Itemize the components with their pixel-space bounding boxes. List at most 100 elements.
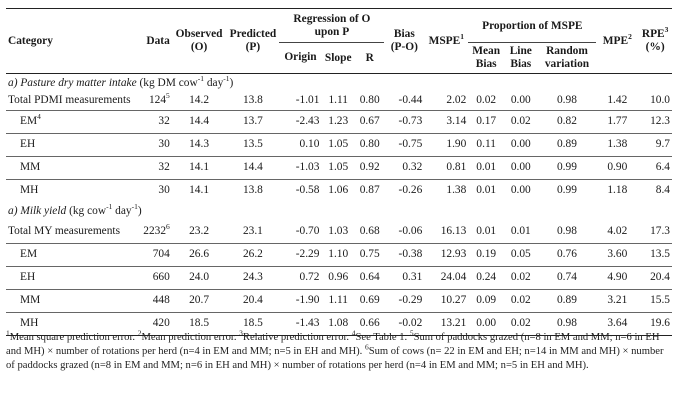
cell-observed: 20.7: [171, 289, 227, 313]
cell-observed: 26.6: [171, 243, 227, 267]
cell-slope: 1.10: [321, 243, 356, 267]
cell-mean-bias: 0.00: [468, 312, 504, 336]
cell-r: 0.87: [359, 184, 380, 197]
cell-data: 660: [136, 266, 172, 290]
cell-bias: -0.44: [384, 93, 425, 111]
cell-r: 0.67: [355, 110, 385, 134]
cell-slope: 1.05: [321, 156, 356, 180]
cell-rpe: 12.3: [638, 110, 672, 134]
cell-rpe: 8.4: [655, 184, 670, 197]
table-row: EH 30 14.3 13.5 0.10 1.05 0.80 -0.75 1.9…: [6, 133, 672, 157]
cell-random: 0.99: [537, 156, 597, 180]
table-row: MM 32 14.1 14.4 -1.03 1.05 0.92 0.32 0.8…: [6, 156, 672, 180]
cell-mspe: 1.38: [446, 184, 467, 197]
cell-origin: -1.43: [279, 312, 322, 336]
cell-r: 0.80: [355, 133, 385, 157]
cell-line-bias: 0.00: [504, 156, 538, 180]
cell-predicted: 18.5: [226, 312, 280, 336]
cell-origin: 0.72: [279, 266, 322, 290]
cell-origin: -2.29: [279, 243, 322, 267]
header-row-2: Origin Slope R Mean Bias Line Bias Rando…: [6, 42, 672, 75]
row-label: MH: [6, 312, 137, 336]
cell-mean-bias: 0.01: [468, 156, 504, 180]
cell-line-bias: 0.00: [504, 133, 538, 157]
cell-observed: 14.2: [171, 93, 227, 111]
cell-mspe: 0.81: [424, 156, 469, 180]
cell-line-bias: 0.00: [504, 93, 538, 111]
cell-predicted: 20.4: [226, 289, 280, 313]
cell-r: 0.68: [355, 221, 385, 244]
col-mpe-sup: 2: [628, 31, 632, 41]
cell-random: 0.74: [537, 266, 597, 290]
table-footnotes: 1Mean square prediction error. 2Mean pre…: [6, 328, 664, 371]
cell-rpe: 13.5: [638, 243, 672, 267]
cell-predicted: 13.8: [242, 184, 263, 197]
cell-mean-bias: 0.19: [468, 243, 504, 267]
cell-r: 0.75: [355, 243, 385, 267]
table-row: Total MY measurements 22326 23.2 23.1 -0…: [6, 221, 672, 244]
col-mean-bias: Mean Bias: [468, 42, 504, 75]
row-label: EM: [6, 243, 137, 267]
cell-random: 0.89: [537, 133, 597, 157]
cell-line-bias: 0.00: [510, 184, 531, 197]
cell-mean-bias: 0.02: [468, 93, 504, 111]
cell-slope: 1.06: [328, 184, 349, 197]
cell-data: 448: [136, 289, 172, 313]
cell-mspe: 16.13: [424, 221, 469, 244]
cell-r: 0.69: [355, 289, 385, 313]
footnote-2: Mean prediction error.: [141, 332, 240, 343]
cell-data: 420: [136, 312, 172, 336]
cell-data: 30: [158, 184, 170, 197]
cell-predicted: 13.7: [226, 110, 280, 134]
col-rpe-text: RPE: [641, 28, 665, 41]
cell-origin: -1.01: [279, 93, 322, 111]
col-data: Data: [136, 8, 172, 75]
table-row: EM4 32 14.4 13.7 -2.43 1.23 0.67 -0.73 3…: [6, 110, 672, 134]
cell-random: 0.98: [537, 93, 597, 111]
cell-observed: 14.3: [171, 133, 227, 157]
cell-data: 704: [136, 243, 172, 267]
cell-mspe: 12.93: [424, 243, 469, 267]
footnote-1: Mean square prediction error.: [9, 332, 138, 343]
section-heading: a) Pasture dry matter intake (kg DM cow-…: [6, 74, 672, 94]
cell-origin: -2.43: [279, 110, 322, 134]
col-rpe: RPE3 (%): [638, 8, 672, 75]
cell-predicted: 23.1: [226, 221, 280, 244]
row-label: EH: [6, 133, 137, 157]
cell-origin: -1.03: [279, 156, 322, 180]
cell-bias: -0.38: [384, 243, 425, 267]
cell-mspe: 1.90: [424, 133, 469, 157]
footnote-6: Sum of cows (n= 22 in EM and EH; n=14 in…: [6, 345, 664, 371]
cell-mspe: 13.21: [424, 312, 469, 336]
section-unit: (kg DM cow-1 day-1): [139, 74, 234, 90]
table-row: EM 704 26.6 26.2 -2.29 1.10 0.75 -0.38 1…: [6, 243, 672, 267]
cell-mspe: 3.14: [424, 110, 469, 134]
table-row: Total PDMI measurements 1245 14.2 13.8 -…: [6, 92, 672, 111]
row-label: EM4: [6, 110, 137, 134]
cell-slope: 1.23: [321, 110, 356, 134]
cell-mspe: 24.04: [424, 266, 469, 290]
row-label: MH: [20, 184, 39, 197]
cell-mpe: 1.38: [596, 133, 639, 157]
cell-data: 22326: [136, 221, 172, 244]
cell-observed: 23.2: [171, 221, 227, 244]
cell-slope: 1.08: [321, 312, 356, 336]
cell-observed: 14.1: [189, 184, 210, 197]
cell-r: 0.66: [355, 312, 385, 336]
cell-rpe: 17.3: [638, 221, 672, 244]
col-mspe-text: MSPE: [428, 34, 461, 47]
cell-rpe: 10.0: [638, 93, 672, 111]
col-rpe-sup: 3: [664, 25, 669, 35]
cell-bias: -0.73: [384, 110, 425, 134]
cell-r: 0.92: [355, 156, 385, 180]
table-row: MH 30 14.1 13.8 -0.58 1.06 0.87 -0.26 1.…: [6, 179, 672, 202]
section-heading: a) Milk yield (kg cow-1 day-1): [6, 202, 672, 221]
cell-line-bias: 0.02: [504, 312, 538, 336]
col-random-variation: Random variation: [537, 42, 597, 75]
cell-bias: -0.29: [384, 289, 425, 313]
cell-slope: 1.11: [321, 289, 356, 313]
cell-observed: 14.1: [171, 156, 227, 180]
cell-mpe: 0.90: [596, 156, 639, 180]
cell-slope: 0.96: [321, 266, 356, 290]
cell-observed: 14.4: [171, 110, 227, 134]
